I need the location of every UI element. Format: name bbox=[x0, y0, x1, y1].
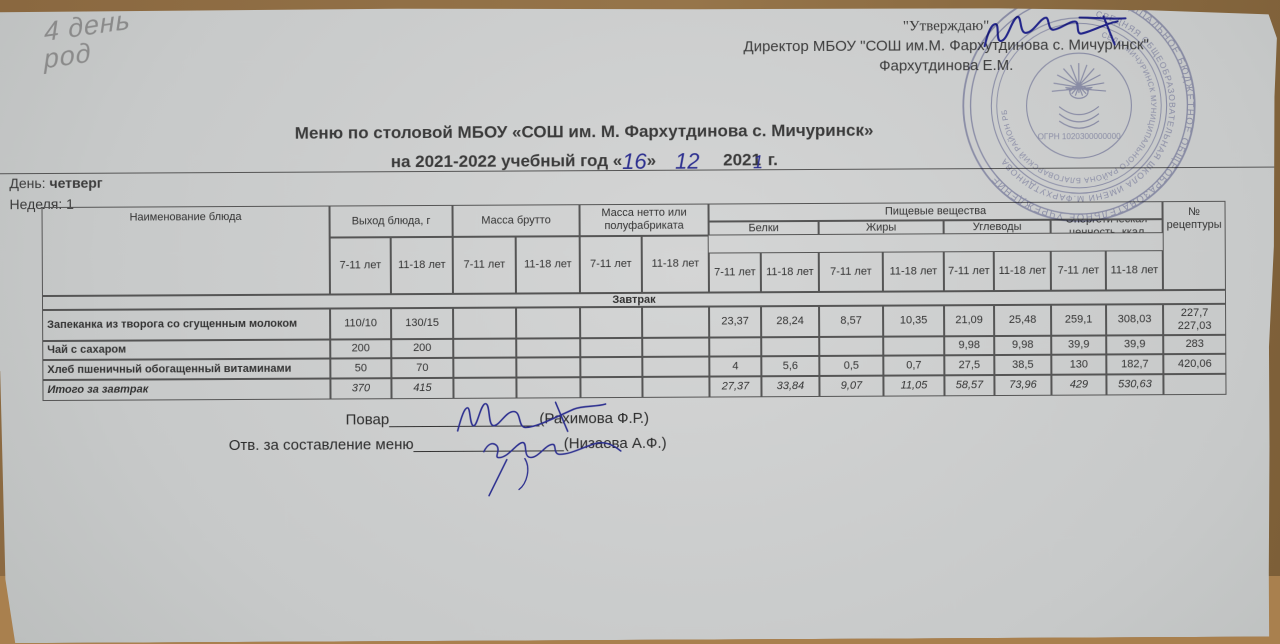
svg-text:ОГРН 1020300000000: ОГРН 1020300000000 bbox=[1038, 132, 1122, 141]
